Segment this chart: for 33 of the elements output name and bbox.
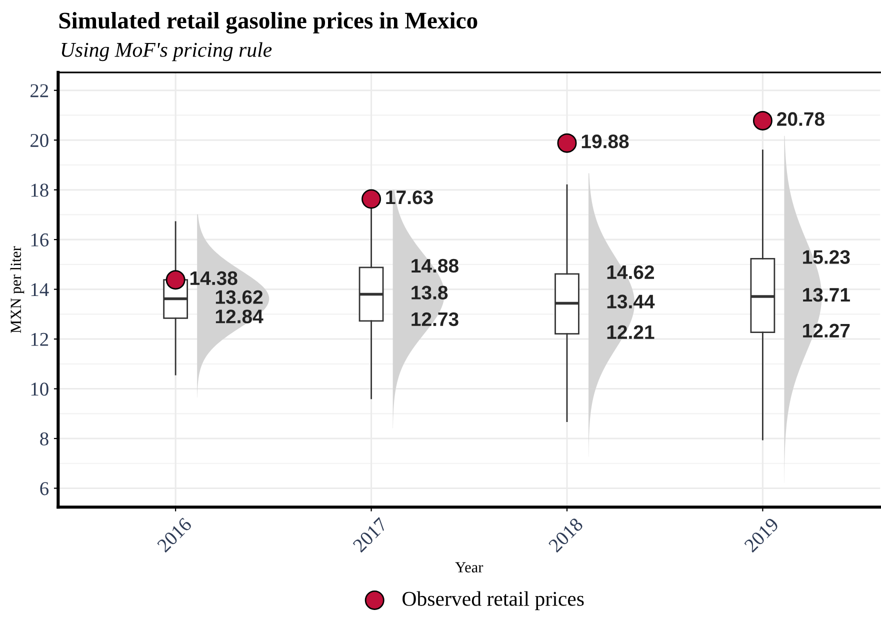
- data-label: 19.88: [582, 134, 629, 148]
- y-tick-label: 14: [31, 283, 49, 296]
- y-tick-label: 20: [30, 134, 48, 148]
- annotation: 12.73: [412, 312, 458, 326]
- y-tick-label: 16: [31, 233, 49, 247]
- y-tick-label: 6: [40, 482, 49, 496]
- annotation: 13.71: [803, 288, 850, 302]
- annotation: 12.21: [607, 325, 654, 339]
- x-axis-title: Year: [455, 562, 484, 572]
- data-label: 17.63: [386, 190, 433, 204]
- legend-label: Observed retail prices: [402, 591, 584, 610]
- point: [166, 270, 186, 290]
- point: [362, 189, 382, 209]
- annotation: 15.23: [803, 250, 850, 264]
- annotation: 12.84: [216, 310, 264, 324]
- data-label: 14.38: [190, 271, 238, 286]
- chart-subtitle: Using MoF's pricing rule: [62, 42, 272, 62]
- annotation: 13.62: [216, 290, 263, 304]
- y-axis-title: MXN per liter: [10, 246, 24, 334]
- y-tick-label: 12: [31, 332, 48, 346]
- annotation: 14.88: [412, 258, 458, 273]
- annotation: 13.8: [412, 286, 448, 300]
- chart-title: Simulated retail gasoline prices in Mexico: [59, 12, 478, 34]
- y-tick-label: 18: [31, 184, 48, 197]
- y-tick-label: 22: [30, 84, 48, 98]
- point: [557, 133, 577, 153]
- annotation: 14.62: [607, 265, 654, 280]
- y-tick-label: 10: [31, 382, 48, 396]
- y-tick-label: 8: [40, 432, 48, 446]
- annotation: 12.27: [803, 324, 850, 338]
- data-label: 20.78: [777, 112, 824, 126]
- annotation: 13.44: [607, 294, 655, 308]
- point: [752, 110, 772, 130]
